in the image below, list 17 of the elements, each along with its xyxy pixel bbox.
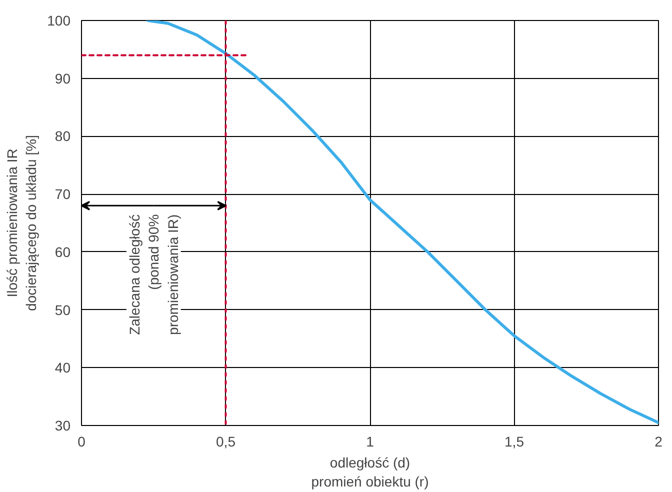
y-tick-label: 90 <box>54 70 71 86</box>
x-tick-label: 0,5 <box>216 434 236 450</box>
y-tick-label: 30 <box>54 418 71 434</box>
x-tick-label: 1 <box>366 434 374 450</box>
y-tick-label: 60 <box>54 244 71 260</box>
y-tick-label: 80 <box>54 128 71 144</box>
x-tick-label: 2 <box>654 434 663 450</box>
y-tick-label: 100 <box>47 12 71 28</box>
y-tick-label: 40 <box>54 360 71 376</box>
line-series <box>146 20 658 424</box>
x-tick-label: 0 <box>78 434 86 450</box>
y-axis-title: Ilość promieniowania IR docierającego do układu [%] <box>4 135 40 311</box>
y-tick-label: 70 <box>54 186 71 202</box>
annotation: Zalecana odległość (ponad 90% promieniowania IR) <box>126 214 181 335</box>
x-axis-title: odległość (d) promień obiektu (r) <box>311 454 429 490</box>
y-tick-label: 50 <box>54 302 71 318</box>
x-tick-label: 1,5 <box>504 434 524 450</box>
